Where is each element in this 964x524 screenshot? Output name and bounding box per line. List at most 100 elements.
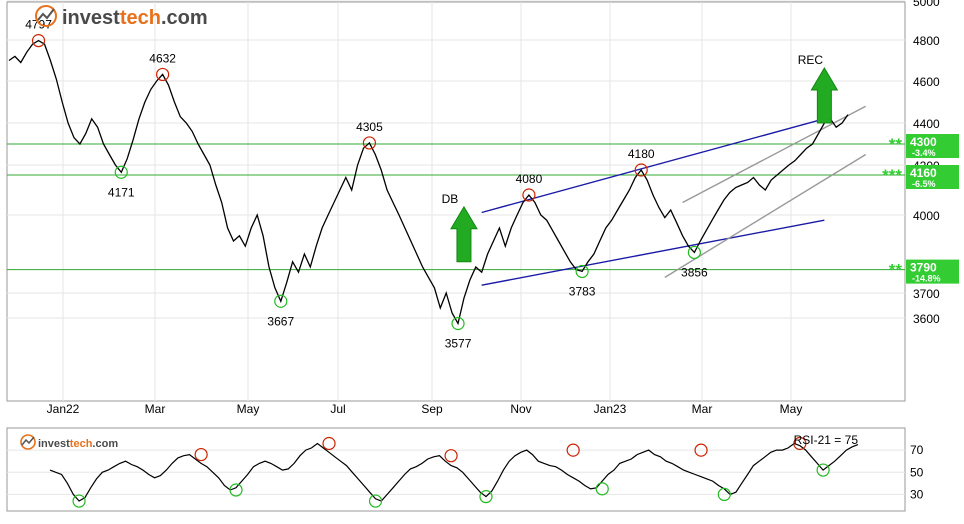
logo-prefix: invest	[62, 7, 120, 29]
price-y-axis: 36003700400042004400460048005000	[913, 0, 940, 326]
pivot-low-marker	[575, 264, 589, 279]
pivot-low-label: 3667	[267, 314, 294, 328]
pivot-low-marker	[451, 316, 465, 331]
level-box	[906, 165, 959, 189]
price-grid	[7, 0, 905, 401]
rsi-high-marker	[444, 449, 458, 463]
x-tick-label: Mar	[692, 402, 713, 416]
pivot-high-label: 4797	[25, 18, 52, 32]
logo-prefix-small: invest	[38, 438, 70, 450]
level-value: 4300	[910, 135, 937, 149]
rsi-low-marker	[479, 490, 493, 504]
level-percent: -3.4%	[912, 148, 936, 158]
logo-text: investtech.com	[62, 7, 208, 29]
y-tick-label: 4400	[913, 117, 940, 131]
x-tick-label: Nov	[510, 402, 531, 416]
rsi-low-marker	[816, 463, 830, 477]
price-line	[8, 39, 849, 326]
x-tick-label: Jan22	[47, 402, 80, 416]
logo-domain: .com	[161, 7, 208, 29]
blue-channel-upper	[481, 118, 825, 214]
pivot-high-marker	[522, 188, 536, 202]
pivot-high-marker	[362, 136, 377, 150]
blue-channel-lower	[481, 219, 825, 286]
pivot-high-marker	[156, 67, 170, 82]
y-tick-label: 3700	[913, 287, 940, 301]
logo-swirl-icon	[20, 434, 36, 450]
rsi-grid	[7, 449, 905, 495]
pivot-low-label: 3577	[445, 337, 472, 351]
level-box	[906, 134, 959, 158]
rsi-high-marker	[793, 436, 807, 451]
investtech-logo-small: investtech.com	[20, 434, 118, 450]
investtech-logo: investtech.com	[35, 5, 208, 29]
signal-arrows: DB REC	[442, 53, 839, 263]
rsi-label: RSI-21 = 75	[794, 433, 859, 447]
pivot-low-marker	[114, 165, 128, 179]
x-tick-label: May	[237, 402, 260, 416]
x-tick-label: Jul	[330, 402, 345, 416]
level-percent: -6.5%	[912, 179, 936, 189]
rsi-tick-label: 70	[910, 443, 924, 457]
pivot-high-label: 4180	[628, 147, 655, 161]
rsi-pivot-markers	[72, 436, 830, 508]
level-stars: **	[889, 261, 903, 280]
signal-arrow-db: DB	[442, 192, 478, 263]
rsi-low-marker	[595, 482, 609, 496]
pivot-high-label: 4305	[356, 120, 383, 134]
rsi-tick-label: 50	[910, 465, 924, 479]
y-tick-label: 4000	[913, 209, 940, 223]
level-box	[906, 259, 959, 284]
rsi-high-marker	[694, 443, 708, 457]
x-tick-label: Mar	[145, 402, 166, 416]
up-arrow-icon	[810, 67, 839, 124]
level-stars: ***	[882, 166, 902, 185]
logo-chart-icon	[37, 8, 55, 21]
up-arrow-icon	[450, 205, 478, 263]
rsi-high-marker	[194, 447, 208, 462]
x-tick-label: May	[780, 402, 803, 416]
signal-label: REC	[798, 53, 824, 67]
level-percent: -14.8%	[912, 274, 941, 284]
logo-text-small: investtech.com	[38, 438, 118, 450]
y-tick-label: 4800	[913, 34, 940, 48]
pivot-low-label: 3783	[569, 284, 596, 298]
pivot-low-label: 4171	[108, 185, 135, 199]
rsi-low-marker	[717, 487, 731, 501]
pivot-high-label: 4632	[149, 51, 176, 65]
level-stars: **	[889, 135, 903, 154]
pivot-high-marker	[31, 34, 46, 48]
level-value: 4160	[910, 166, 937, 180]
logo-swirl-icon	[35, 5, 57, 27]
rsi-tick-label: 30	[910, 487, 924, 501]
pivot-low-label: 3856	[681, 265, 708, 279]
y-tick-label: 3600	[913, 312, 940, 326]
rsi-low-marker	[368, 494, 383, 508]
gray-channel-upper	[682, 105, 867, 204]
x-tick-label: Jan23	[594, 402, 627, 416]
rsi-low-marker	[72, 494, 86, 508]
y-tick-label: 5000	[913, 0, 940, 9]
level-value: 3790	[910, 261, 937, 275]
logo-domain-small: .com	[92, 438, 118, 450]
signal-label: DB	[442, 192, 459, 206]
pivot-low-marker	[687, 245, 701, 260]
x-tick-label: Sep	[421, 402, 443, 416]
signal-arrow-rec: REC	[798, 53, 839, 124]
pivot-high-label: 4080	[516, 172, 543, 186]
logo-suffix-small: tech	[70, 438, 93, 450]
price-x-axis: Jan22 Mar May Jul Sep Nov Jan23 Mar May	[47, 402, 803, 416]
pivot-low-marker	[274, 294, 288, 308]
logo-suffix: tech	[120, 7, 161, 29]
rsi-low-marker	[229, 483, 243, 497]
logo-chart-icon	[21, 436, 35, 446]
rsi-high-marker	[322, 436, 336, 451]
pivot-markers: 4797 4632 4305 4080 4180 4171 3667 3577 3783 3856	[25, 18, 708, 351]
price-panel-frame	[6, 1, 906, 402]
support-resistance-levels: ** 4300-3.4% *** 4160-6.5% ** 3790-14.8%	[7, 134, 959, 284]
rsi-high-marker	[566, 443, 580, 457]
rsi-panel-frame	[6, 427, 906, 512]
price-series	[8, 39, 849, 326]
